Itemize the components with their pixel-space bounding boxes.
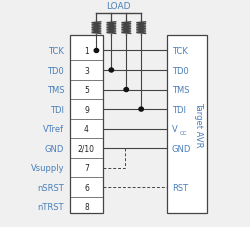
- Circle shape: [94, 49, 99, 53]
- Text: GND: GND: [45, 144, 64, 153]
- Text: V: V: [172, 125, 177, 133]
- Circle shape: [139, 108, 143, 112]
- Text: nSRST: nSRST: [37, 183, 64, 192]
- Text: TCK: TCK: [172, 47, 188, 56]
- Text: 6: 6: [84, 183, 89, 192]
- Circle shape: [109, 69, 114, 73]
- Text: 1: 1: [84, 47, 89, 56]
- Text: CC: CC: [180, 130, 188, 135]
- Text: VTref: VTref: [43, 125, 64, 133]
- Text: TD0: TD0: [172, 66, 188, 75]
- Text: GND: GND: [172, 144, 191, 153]
- Text: 9: 9: [84, 105, 89, 114]
- Text: nTRST: nTRST: [38, 202, 64, 211]
- Text: LOAD: LOAD: [106, 2, 131, 11]
- Text: TDI: TDI: [172, 105, 186, 114]
- Text: 4: 4: [84, 125, 89, 133]
- Bar: [70, 36, 103, 213]
- Text: 5: 5: [84, 86, 89, 95]
- Bar: [167, 36, 207, 213]
- Text: 3: 3: [84, 66, 89, 75]
- Text: TD0: TD0: [47, 66, 64, 75]
- Text: 7: 7: [84, 163, 89, 173]
- Text: 2/10: 2/10: [78, 144, 95, 153]
- Text: 8: 8: [84, 202, 89, 211]
- Text: Target AVR: Target AVR: [194, 102, 203, 147]
- Text: Vsupply: Vsupply: [30, 163, 64, 173]
- Circle shape: [124, 88, 128, 92]
- Text: RST: RST: [172, 183, 188, 192]
- Text: TMS: TMS: [172, 86, 189, 95]
- Text: TDI: TDI: [50, 105, 64, 114]
- Text: TCK: TCK: [48, 47, 64, 56]
- Text: TMS: TMS: [46, 86, 64, 95]
